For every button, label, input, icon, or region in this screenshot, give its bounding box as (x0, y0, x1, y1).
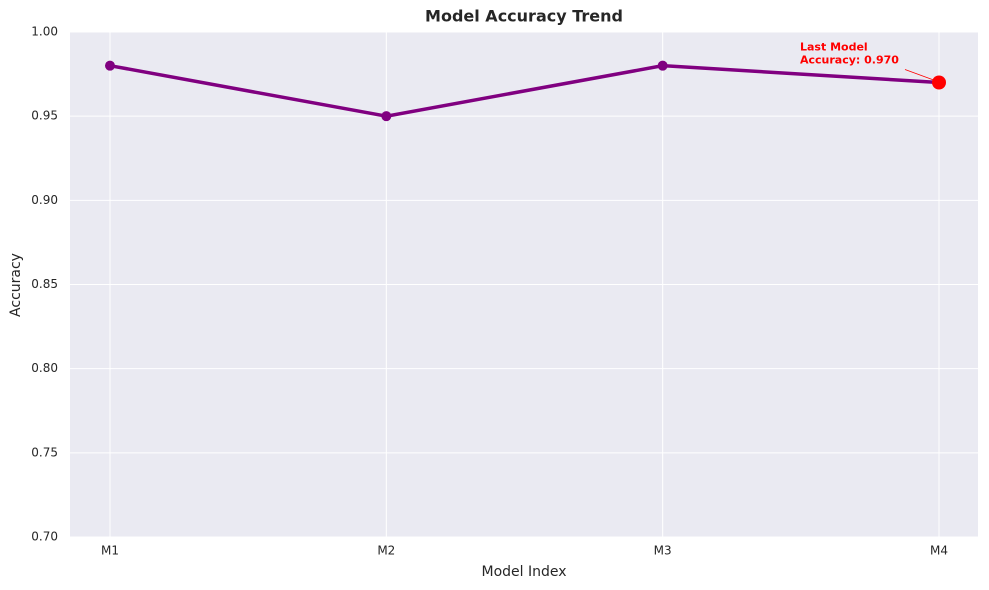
x-tick-label: M4 (930, 544, 948, 558)
point (105, 60, 115, 71)
x-tick-label: M3 (654, 544, 672, 558)
annotation: Last Model (800, 41, 868, 54)
point (657, 60, 668, 71)
y-tick-label: 0.95 (31, 109, 58, 123)
x-tick-label: M1 (101, 544, 119, 558)
y-tick-label: 0.75 (31, 445, 58, 459)
annotation: Accuracy: 0.970 (800, 54, 899, 67)
highlight-point (932, 75, 946, 90)
point (381, 111, 392, 122)
line (109, 63, 940, 118)
annotation-arrow (904, 69, 936, 81)
y-tick-label: 0.70 (31, 530, 58, 544)
y-tick-label: 0.90 (31, 193, 58, 207)
x-tick-label: M2 (377, 544, 395, 558)
x-axis-label: Model Index (481, 564, 566, 580)
y-tick-label: 1.00 (31, 25, 58, 39)
y-tick-label: 0.80 (31, 361, 58, 375)
y-axis-label: Accuracy (8, 253, 24, 317)
chart-title: Model Accuracy Trend (425, 7, 623, 26)
y-tick-label: 0.85 (31, 277, 58, 291)
